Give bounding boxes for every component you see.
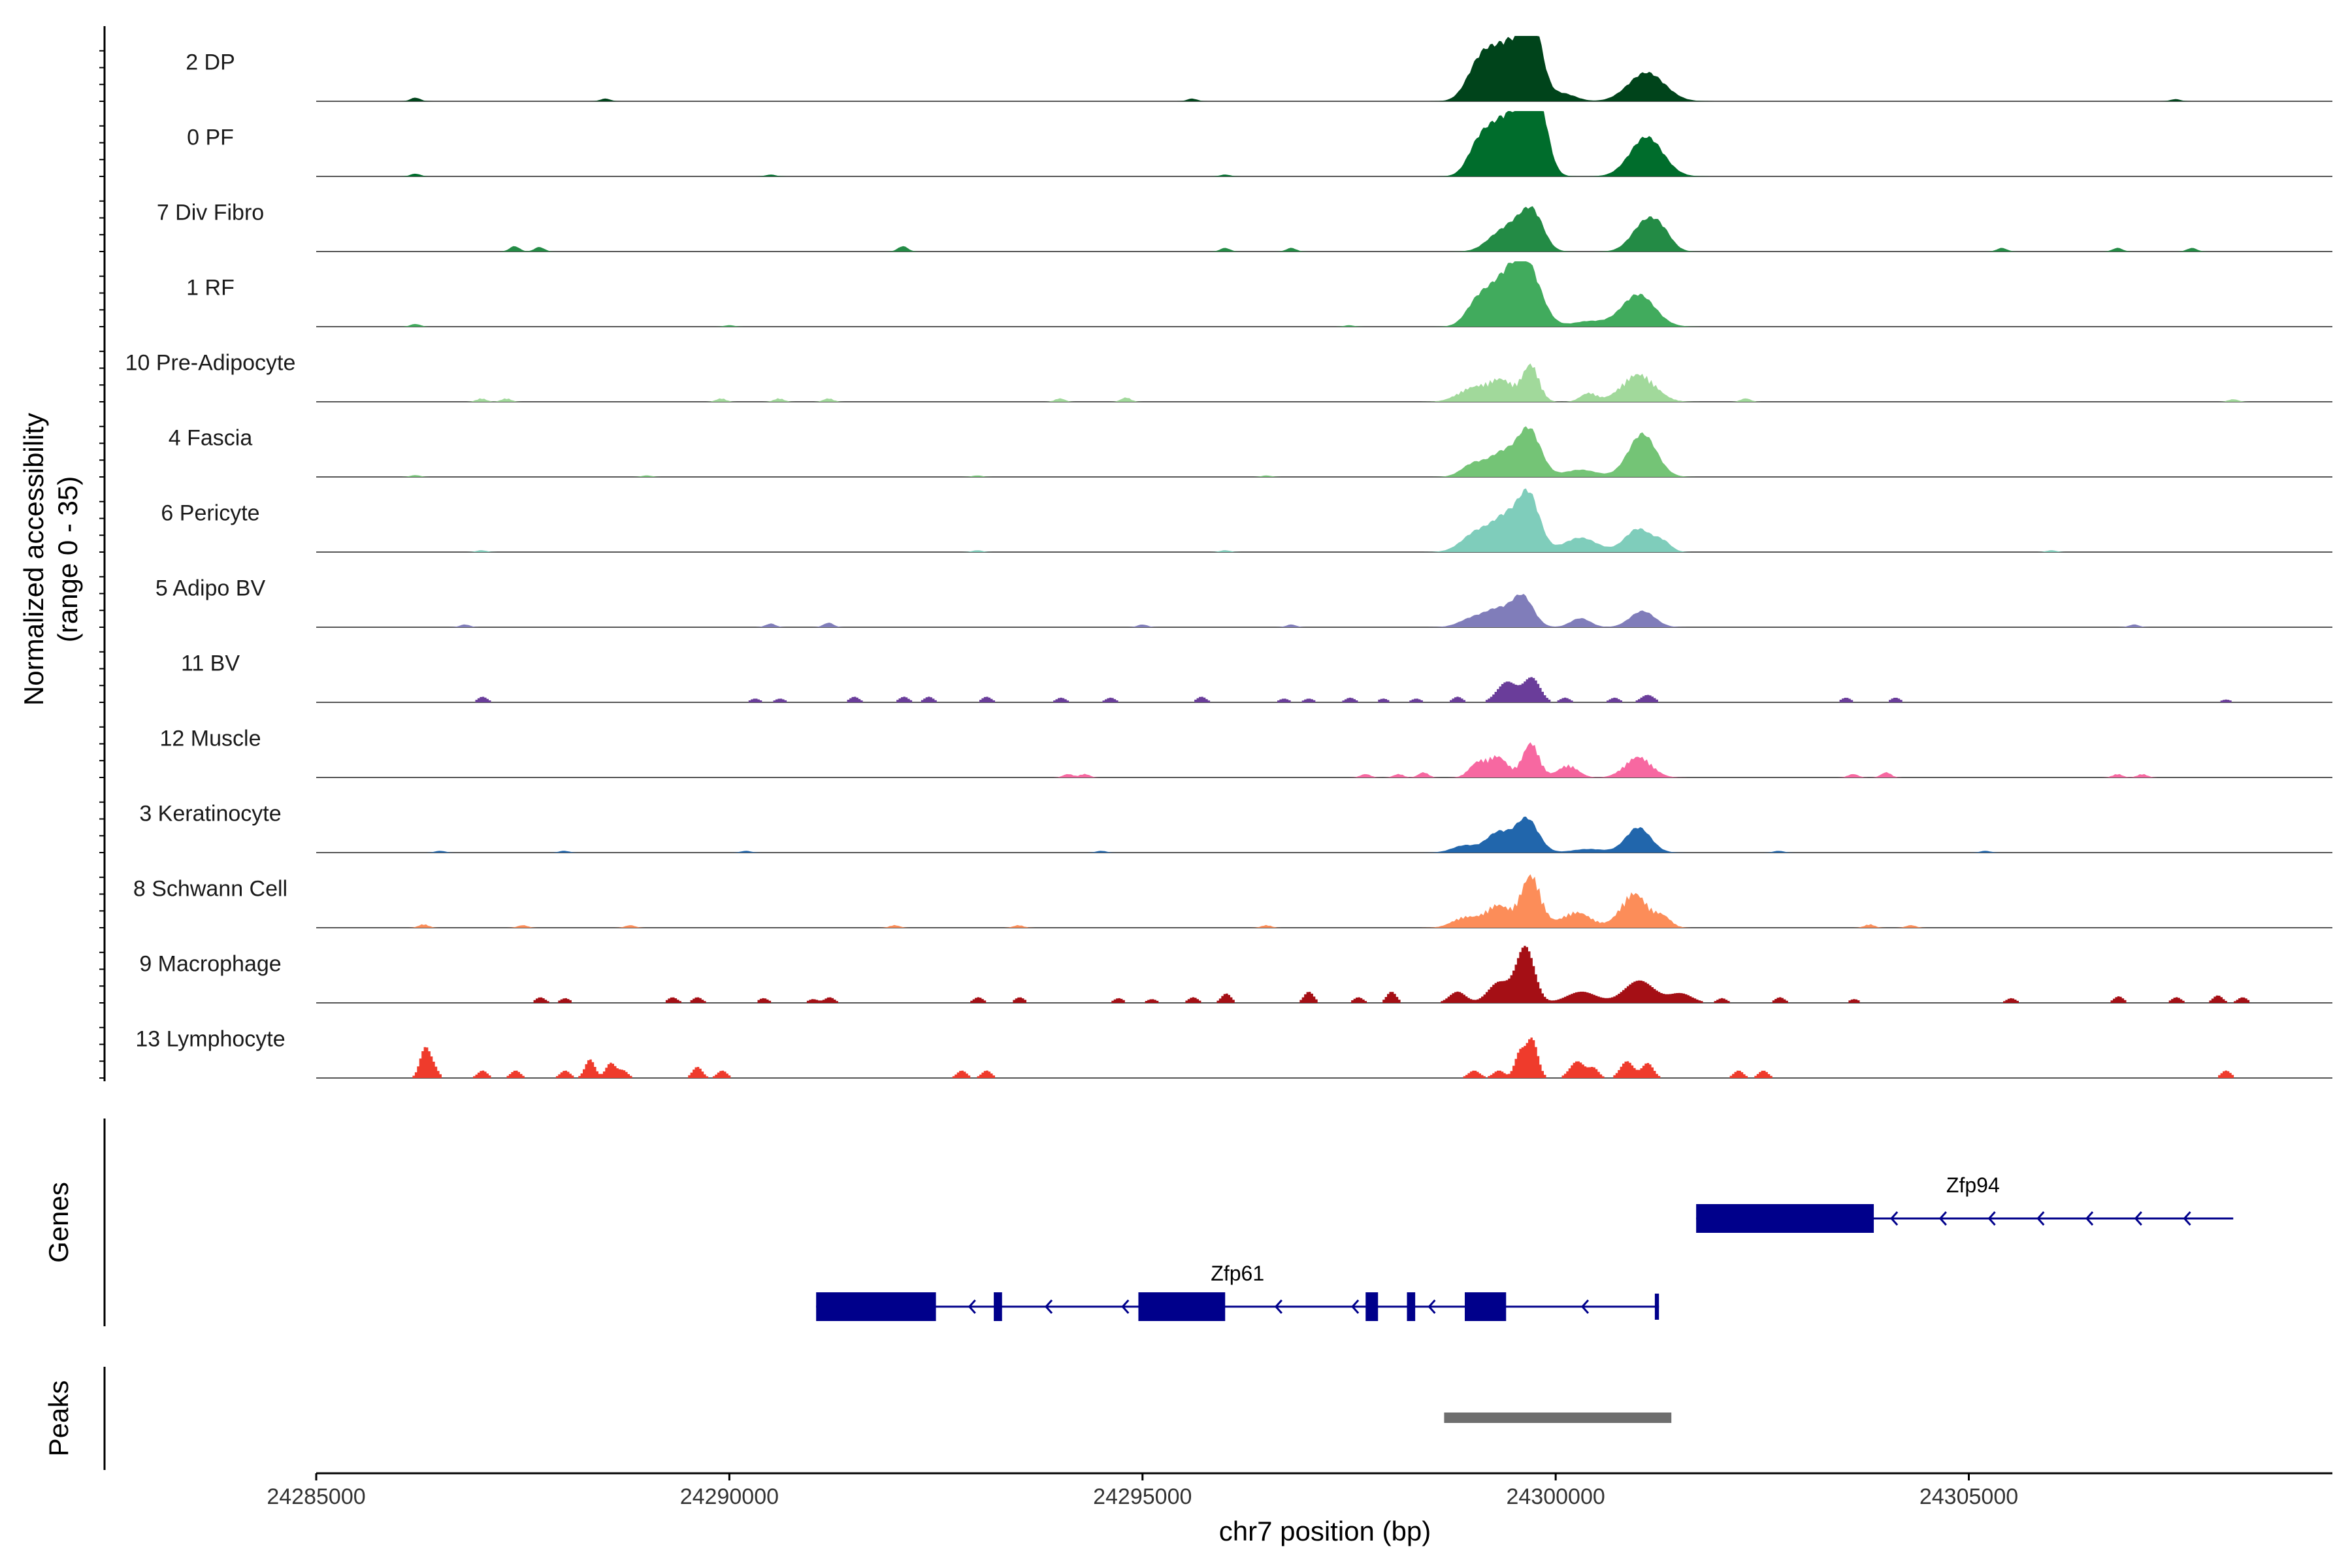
strand-arrow (1938, 1211, 1947, 1226)
track-6-pericyte: 6 Pericyte (161, 488, 2332, 553)
track-label: 3 Keratinocyte (139, 801, 281, 826)
peak-bar (1444, 1413, 1672, 1423)
gene-label: Zfp94 (1946, 1173, 2000, 1197)
x-tick-label: 24295000 (1093, 1484, 1192, 1509)
track-label: 8 Schwann Cell (133, 876, 287, 901)
peaks-panel-title: Peaks (43, 1380, 74, 1457)
strand-arrow (2134, 1211, 2142, 1226)
track-3-keratinocyte: 3 Keratinocyte (139, 801, 2332, 853)
track-label: 13 Lymphocyte (135, 1026, 285, 1051)
track-4-fascia: 4 Fascia (169, 425, 2332, 478)
track-10-pre-adipocyte: 10 Pre-Adipocyte (125, 350, 2332, 402)
gene-label: Zfp61 (1211, 1262, 1264, 1285)
gene-zfp61: Zfp61 (816, 1262, 1659, 1321)
track-label: 6 Pericyte (161, 500, 259, 525)
strand-arrow (1580, 1299, 1590, 1315)
strand-arrow (2183, 1211, 2191, 1226)
exon (994, 1292, 1002, 1321)
coverage-area (316, 1037, 2332, 1078)
gene-annotations: Zfp94 Zfp61 (816, 1173, 2234, 1321)
x-tick-label: 24285000 (267, 1484, 365, 1509)
track-7-div-fibro: 7 Div Fibro (157, 200, 2332, 252)
x-axis-title: chr7 position (bp) (1219, 1516, 1431, 1546)
track-11-bv: 11 BV (181, 651, 2332, 703)
peak-regions (1444, 1413, 1672, 1423)
track-label: 5 Adipo BV (155, 576, 266, 600)
x-tick-label: 24305000 (1919, 1484, 2018, 1509)
strand-arrow (1121, 1299, 1130, 1315)
track-label: 12 Muscle (160, 726, 261, 751)
track-8-schwann-cell: 8 Schwann Cell (133, 874, 2332, 928)
track-label: 4 Fascia (169, 425, 253, 450)
track-12-muscle: 12 Muscle (160, 726, 2332, 778)
track-label: 9 Macrophage (139, 951, 281, 976)
exon (1696, 1204, 1874, 1233)
y-axis-title-line1: Normalized accessibility (18, 413, 49, 706)
exon (816, 1292, 936, 1321)
y-axis (99, 26, 106, 1081)
track-label: 0 PF (187, 125, 234, 150)
strand-arrow (1890, 1211, 1899, 1226)
x-tick-label: 24300000 (1506, 1484, 1605, 1509)
strand-arrow (1428, 1299, 1436, 1315)
strand-arrow (2036, 1211, 2045, 1226)
strand-arrow (968, 1299, 976, 1315)
x-axis: 24285000 24290000 24295000 24300000 24305000 (267, 1472, 2332, 1509)
track-label: 10 Pre-Adipocyte (125, 350, 296, 375)
x-tick-label: 24290000 (680, 1484, 779, 1509)
exon (1365, 1292, 1379, 1321)
track-label: 2 DP (186, 50, 235, 74)
exon (1138, 1292, 1226, 1321)
track-9-macrophage: 9 Macrophage (139, 945, 2332, 1004)
track-1-rf: 1 RF (186, 261, 2332, 327)
strand-arrow (1044, 1299, 1053, 1315)
exon (1654, 1294, 1659, 1320)
coverage-tracks: 2 DP 0 PF 7 Div Fibro 1 RF 10 Pre-Adipocyte 4… (125, 36, 2332, 1079)
strand-arrow (1274, 1299, 1282, 1315)
strand-arrow (1351, 1299, 1360, 1315)
strand-arrow (2085, 1211, 2094, 1226)
track-label: 1 RF (186, 275, 235, 300)
track-5-adipo-bv: 5 Adipo BV (155, 576, 2332, 628)
track-2-dp: 2 DP (186, 36, 2332, 102)
exon (1407, 1292, 1416, 1321)
exon (1465, 1292, 1507, 1321)
track-0-pf: 0 PF (187, 111, 2332, 177)
y-axis-title-line2: (range 0 - 35) (52, 476, 83, 642)
gene-zfp94: Zfp94 (1696, 1173, 2234, 1233)
genes-panel-title: Genes (43, 1182, 74, 1263)
track-label: 7 Div Fibro (157, 200, 264, 225)
strand-arrow (1987, 1211, 1996, 1226)
track-13-lymphocyte: 13 Lymphocyte (135, 1026, 2332, 1079)
track-label: 11 BV (181, 651, 240, 676)
